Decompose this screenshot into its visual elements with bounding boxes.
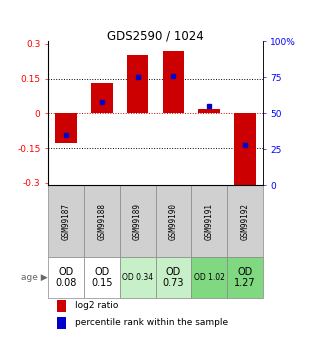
Bar [163, 51, 184, 113]
Bar [120, 257, 156, 297]
Text: OD
0.15: OD 0.15 [91, 267, 113, 288]
Text: OD
0.73: OD 0.73 [163, 267, 184, 288]
Bar [227, 257, 263, 297]
Bar [120, 185, 156, 257]
Bar [156, 185, 191, 257]
Text: GSM99191: GSM99191 [205, 203, 214, 240]
Bar [198, 109, 220, 113]
Text: OD
0.08: OD 0.08 [55, 267, 77, 288]
Text: OD
1.27: OD 1.27 [234, 267, 256, 288]
Text: GDS2590 / 1024: GDS2590 / 1024 [107, 29, 204, 42]
Bar [227, 185, 263, 257]
Text: GSM99188: GSM99188 [97, 203, 106, 240]
Bar [127, 55, 148, 113]
Bar [156, 257, 191, 297]
Text: age ▶: age ▶ [21, 273, 47, 282]
Bar [84, 257, 120, 297]
Text: log2 ratio: log2 ratio [75, 302, 118, 310]
Bar [55, 113, 77, 144]
Bar [48, 257, 84, 297]
Bar [191, 257, 227, 297]
Bar [84, 185, 120, 257]
Bar [91, 83, 113, 113]
Text: OD 1.02: OD 1.02 [194, 273, 225, 282]
Text: percentile rank within the sample: percentile rank within the sample [75, 318, 228, 327]
Bar [57, 300, 67, 312]
Text: GSM99192: GSM99192 [240, 203, 249, 240]
Bar [57, 317, 67, 328]
Text: GSM99187: GSM99187 [62, 203, 71, 240]
Bar [191, 185, 227, 257]
Text: OD 0.34: OD 0.34 [122, 273, 153, 282]
Bar [48, 185, 84, 257]
Text: GSM99190: GSM99190 [169, 203, 178, 240]
Bar [234, 113, 256, 185]
Text: GSM99189: GSM99189 [133, 203, 142, 240]
